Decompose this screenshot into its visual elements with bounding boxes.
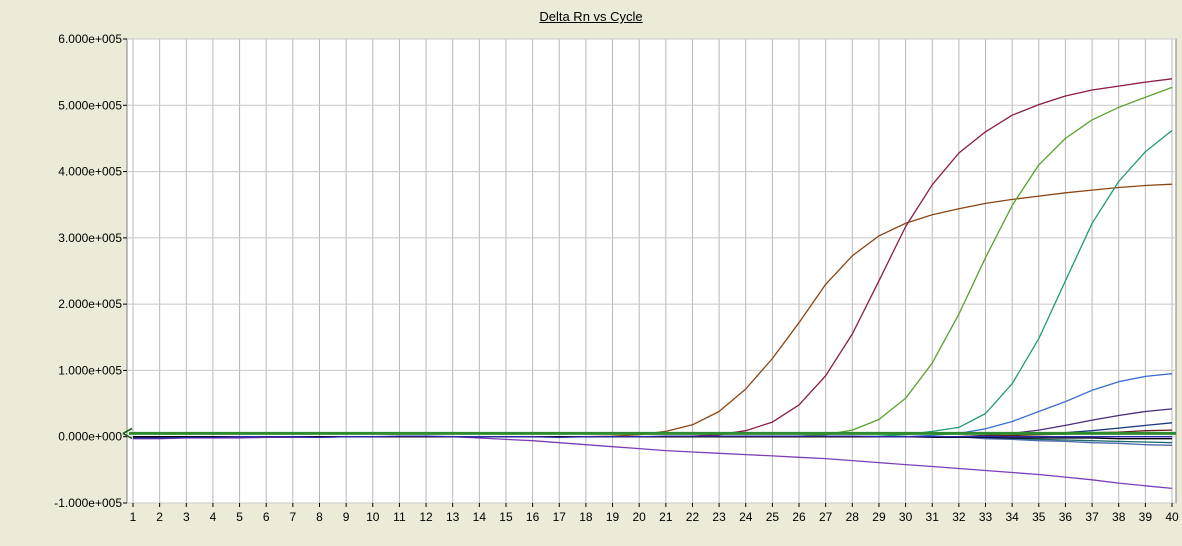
x-tick-label: 5 [236,510,243,524]
x-tick-label: 2 [156,510,163,524]
y-tick-label: 5.000e+005 [58,98,122,112]
x-tick-label: 17 [553,510,567,524]
y-tick-label: 0.000e+000 [58,430,122,444]
x-tick-label: 21 [659,510,673,524]
x-tick-label: 14 [473,510,487,524]
threshold-arrow-icon[interactable] [122,427,133,440]
x-tick-label: 7 [290,510,297,524]
x-tick-label: 28 [846,510,860,524]
x-tick-label: 16 [526,510,540,524]
x-tick-label: 38 [1112,510,1126,524]
x-tick-label: 20 [632,510,646,524]
x-tick-label: 15 [499,510,513,524]
x-tick-label: 25 [766,510,780,524]
x-tick-label: 33 [979,510,993,524]
x-tick-label: 40 [1165,510,1179,524]
y-tick-label: -1.000e+005 [54,496,122,510]
x-tick-label: 18 [579,510,593,524]
y-tick-label: 3.000e+005 [58,231,122,245]
x-tick-label: 36 [1059,510,1073,524]
y-tick-label: 2.000e+005 [58,297,122,311]
plot-area [126,38,1177,504]
y-tick-label: 4.000e+005 [58,165,122,179]
x-tick-label: 6 [263,510,270,524]
series-group [133,78,1173,490]
x-tick-label: 29 [872,510,886,524]
x-tick-label: 12 [419,510,433,524]
y-tick-label: 1.000e+005 [58,363,122,377]
x-tick-label: 11 [393,510,406,524]
x-tick-label: 37 [1085,510,1099,524]
chart-title: Delta Rn vs Cycle [539,9,643,24]
x-tick-label: 27 [819,510,833,524]
x-tick-label: 22 [686,510,700,524]
x-tick-label: 10 [366,510,380,524]
x-tick-label: 8 [316,510,323,524]
threshold-group [122,427,1176,440]
x-axis: 1 2 3 4 5 6 7 8 9 10 11 12 13 14 15 16 17 18 19 20 21 22 23 24 2… [130,503,1179,524]
y-axis: -1.000e+005 0.000e+000 1.000e+005 2.000e+00… [54,32,127,510]
x-tick-label: 34 [1005,510,1019,524]
y-tick-label: 6.000e+005 [58,32,122,46]
x-tick-label: 31 [926,510,940,524]
series-line-13 [133,435,1172,439]
x-tick-label: 32 [952,510,966,524]
x-tick-label: 4 [210,510,217,524]
x-tick-label: 26 [792,510,806,524]
x-tick-label: 9 [343,510,350,524]
x-tick-label: 23 [712,510,726,524]
x-tick-label: 35 [1032,510,1046,524]
x-tick-label: 1 [130,510,137,524]
x-tick-label: 30 [899,510,913,524]
x-tick-label: 19 [606,510,620,524]
x-tick-label: 13 [446,510,460,524]
x-tick-label: 24 [739,510,753,524]
x-tick-label: 3 [183,510,190,524]
x-tick-label: 39 [1139,510,1153,524]
grid [127,38,1176,504]
